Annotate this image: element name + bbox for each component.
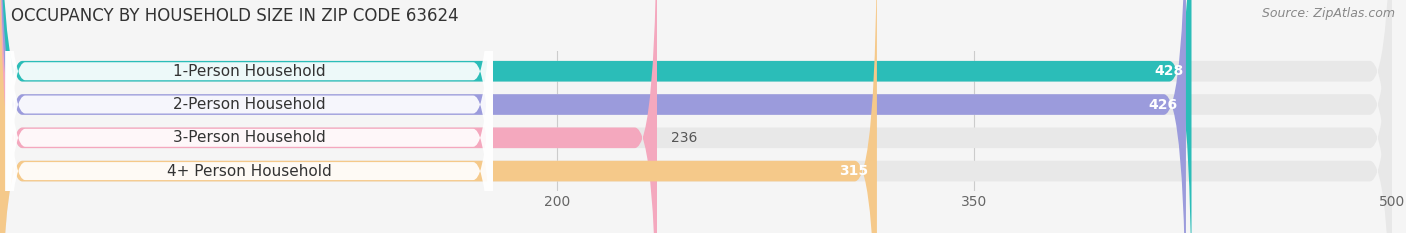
Text: 426: 426: [1149, 98, 1178, 112]
Text: OCCUPANCY BY HOUSEHOLD SIZE IN ZIP CODE 63624: OCCUPANCY BY HOUSEHOLD SIZE IN ZIP CODE …: [11, 7, 458, 25]
Text: 428: 428: [1154, 64, 1184, 78]
Text: 4+ Person Household: 4+ Person Household: [167, 164, 332, 178]
FancyBboxPatch shape: [0, 0, 1191, 233]
Text: 315: 315: [839, 164, 869, 178]
FancyBboxPatch shape: [6, 0, 492, 233]
FancyBboxPatch shape: [0, 0, 657, 233]
Text: Source: ZipAtlas.com: Source: ZipAtlas.com: [1261, 7, 1395, 20]
Text: 2-Person Household: 2-Person Household: [173, 97, 325, 112]
Text: 236: 236: [671, 131, 697, 145]
FancyBboxPatch shape: [0, 0, 1185, 233]
FancyBboxPatch shape: [6, 0, 492, 233]
FancyBboxPatch shape: [0, 0, 877, 233]
FancyBboxPatch shape: [6, 0, 492, 233]
FancyBboxPatch shape: [6, 0, 492, 233]
Text: 1-Person Household: 1-Person Household: [173, 64, 325, 79]
Text: 3-Person Household: 3-Person Household: [173, 130, 326, 145]
